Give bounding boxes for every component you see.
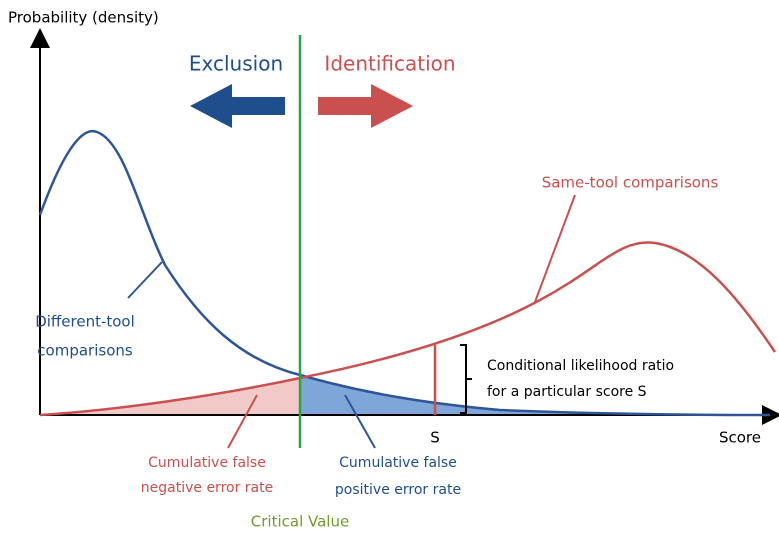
false-positive-label: Cumulative false <box>339 455 457 471</box>
same-tool-label: Same-tool comparisons <box>542 174 719 192</box>
false-positive-area <box>300 375 770 415</box>
y-axis-label: Probability (density) <box>8 9 159 27</box>
x-axis-label: Score <box>719 429 761 447</box>
pointer <box>127 261 163 299</box>
false-negative-label: negative error rate <box>141 480 273 496</box>
score-marker-label: S <box>430 429 440 447</box>
false-negative-label: Cumulative false <box>148 455 266 471</box>
pointer <box>534 194 576 303</box>
different-tool-label: Different-tool <box>35 313 135 331</box>
false-positive-label: positive error rate <box>335 482 461 498</box>
false-negative-area <box>40 378 300 415</box>
bracket <box>460 344 472 414</box>
exclusion-label: Exclusion <box>189 52 283 76</box>
pointer <box>227 394 258 449</box>
likelihood-ratio-label: for a particular score S <box>487 384 647 400</box>
pointer <box>344 394 376 449</box>
same-tool-curve <box>39 241 777 417</box>
likelihood-ratio-label: Conditional likelihood ratio <box>487 358 674 374</box>
exclusion-arrow <box>190 84 285 128</box>
different-tool-curve <box>38 129 771 417</box>
identification-arrow <box>318 84 413 128</box>
identification-label: Identification <box>324 52 455 76</box>
critical-value-label: Critical Value <box>251 513 349 531</box>
different-tool-label: comparisons <box>37 342 133 360</box>
